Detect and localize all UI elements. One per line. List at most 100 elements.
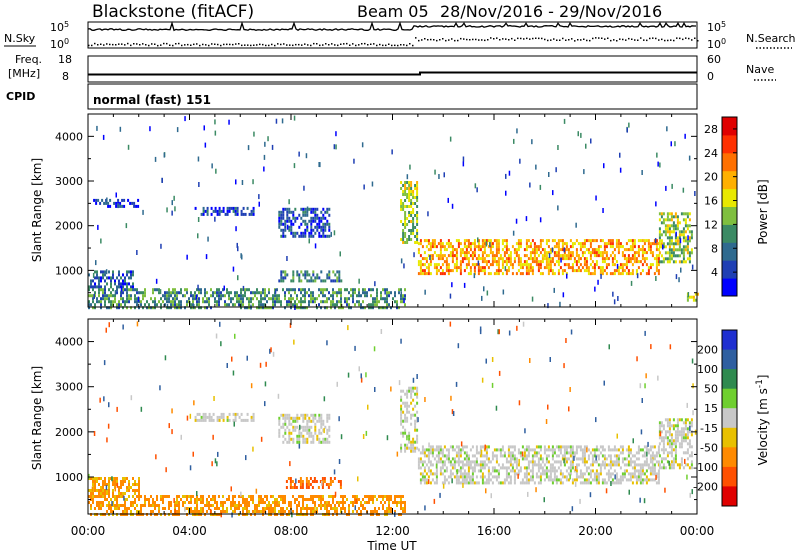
echo-cell [330,504,332,507]
echo-cell [314,276,317,280]
echo-cell [372,303,374,307]
noise-cell [231,356,233,362]
echo-cell [647,248,650,252]
echo-cell [218,209,221,213]
echo-cell [410,413,413,417]
echo-cell [234,291,236,295]
noise-cell [569,474,571,480]
echo-cell [577,260,580,264]
echo-cell [306,419,309,423]
echo-cell [232,495,234,498]
echo-cell [320,507,322,510]
echo-cell [252,303,254,307]
echo-cell [471,254,474,258]
noise-cell [192,451,194,457]
nsearch-point [460,37,462,40]
echo-cell [98,291,100,295]
noise-cell [489,242,491,247]
noise-cell [357,476,359,482]
echo-cell [282,440,285,444]
echo-cell [523,451,526,455]
echo-cell [156,495,158,498]
echo-cell [682,236,685,240]
echo-cell [334,510,336,513]
echo-cell [298,213,301,217]
echo-cell [519,266,522,270]
echo-cell [569,469,572,473]
echo-cell [282,510,284,513]
echo-cell [621,457,624,461]
echo-cell [400,422,403,426]
echo-cell [686,430,689,434]
echo-cell [320,504,322,507]
echo-cell [666,218,669,222]
echo-cell [655,248,658,252]
echo-cell [477,451,480,455]
echo-cell [290,231,293,235]
echo-cell [589,245,592,249]
echo-cell [416,238,419,241]
echo-cell [136,489,138,492]
echo-cell [290,210,293,214]
noise-cell [111,501,113,506]
echo-cell [98,489,100,492]
echo-cell [435,266,438,270]
echo-cell [186,291,188,295]
echo-cell [288,440,291,444]
echo-cell [479,454,482,458]
echo-cell [684,424,687,428]
echo-cell [154,504,156,507]
echo-cell [302,504,304,507]
noise-cell [149,126,151,132]
echo-cell [467,466,470,470]
echo-cell [416,401,419,405]
echo-cell [607,478,610,482]
echo-cell [320,219,323,223]
nsearch-point [322,44,324,46]
echo-cell [106,483,108,486]
echo-cell [200,418,203,422]
echo-cell [402,389,405,393]
echo-cell [459,242,462,246]
echo-cell [545,260,548,264]
echo-cell [509,457,512,461]
echo-cell [579,469,582,473]
echo-cell [122,510,124,513]
echo-cell [569,445,572,449]
echo-cell [601,448,604,452]
echo-cell [621,478,624,482]
echo-cell [232,303,234,307]
echo-cell [445,266,448,270]
echo-cell [547,266,550,270]
echo-cell [575,448,578,452]
echo-cell [589,481,592,485]
echo-cell [302,294,304,298]
echo-cell [144,501,146,504]
echo-cell [240,300,242,304]
echo-cell [690,454,693,458]
echo-cell [581,460,584,464]
echo-cell [479,266,482,270]
echo-cell [340,291,342,295]
echo-cell [128,282,130,286]
echo-cell [316,213,319,217]
echo-cell [425,245,428,249]
noise-cell [119,126,122,132]
echo-cell [114,498,116,501]
echo-cell [168,297,170,301]
echo-cell [360,501,362,504]
echo-cell [611,472,614,476]
echo-cell [627,463,630,467]
echo-cell [455,248,458,252]
echo-cell [619,263,622,267]
echo-cell [304,276,307,280]
echo-cell [561,254,564,258]
echo-cell [260,495,262,498]
echo-cell [545,460,548,464]
echo-cell [591,248,594,252]
echo-cell [660,466,663,470]
noise-cell [645,373,647,379]
echo-cell [577,242,580,246]
echo-cell [463,457,466,461]
nsearch-point [235,43,237,45]
